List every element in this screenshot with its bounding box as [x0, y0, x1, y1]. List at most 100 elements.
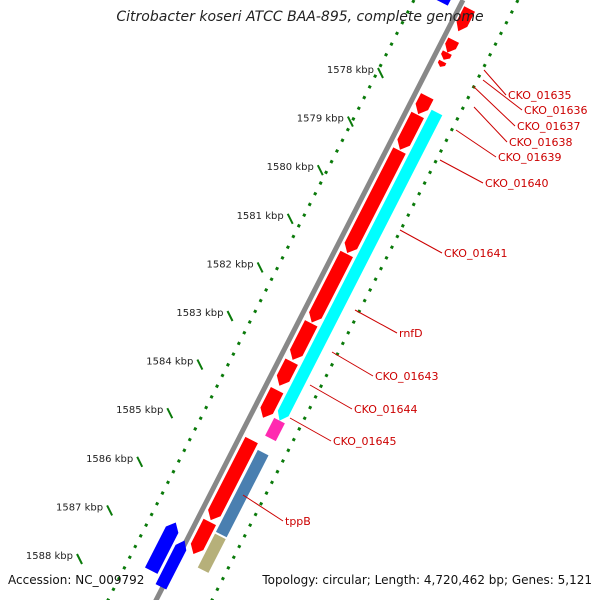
gc-dot [444, 138, 449, 143]
label-leader-line [483, 69, 507, 96]
tick-label: 1578 kbp [327, 65, 374, 76]
gc-dot [340, 341, 345, 346]
tick-label: 1583 kbp [176, 308, 223, 319]
gc-dot [509, 10, 514, 15]
gc-dot [269, 277, 274, 282]
gc-dot [149, 512, 154, 517]
gene-label: rnfD [399, 327, 423, 340]
gc-dot [259, 501, 264, 506]
genome-backbone [153, 0, 466, 600]
gc-dot [400, 20, 405, 25]
reverse-cds-arrow [155, 540, 187, 590]
gc-dot [394, 31, 399, 36]
gc-dot [318, 181, 323, 186]
gc-dot [367, 84, 372, 89]
gc-dot [422, 181, 427, 186]
gc-dot [488, 52, 493, 57]
gc-dot [248, 523, 253, 528]
label-leader-line [399, 229, 443, 254]
gc-dot [515, 0, 520, 4]
tick-label: 1582 kbp [206, 259, 253, 270]
gc-dot [302, 213, 307, 218]
gc-dot [133, 544, 138, 549]
gc-dot [313, 191, 318, 196]
gc-dot [127, 555, 132, 560]
tick-mark [166, 407, 174, 419]
tick-label: 1586 kbp [86, 454, 133, 465]
gc-dot [334, 148, 340, 154]
tick-label: 1584 kbp [146, 357, 193, 368]
gc-dot [182, 448, 187, 453]
genome-summary-text: Topology: circular; Length: 4,720,462 bp… [262, 573, 592, 587]
gc-dot [144, 523, 149, 528]
repeat-feature [215, 449, 269, 538]
tick-mark [76, 553, 83, 565]
cds-arrow [441, 50, 452, 60]
backbone-line [153, 0, 466, 600]
label-leader-line [439, 159, 484, 184]
gene-label: CKO_01636 [524, 104, 587, 117]
gc-dot [275, 469, 280, 474]
gc-dot [395, 234, 400, 239]
tick-mark [106, 504, 113, 516]
gc-dot [242, 330, 247, 335]
gc-dot [122, 565, 127, 570]
gc-dot [324, 170, 329, 175]
rnf-complex-feature [277, 109, 443, 421]
tick-label: 1579 kbp [297, 114, 344, 125]
gc-dot [351, 116, 356, 121]
gc-dot [362, 95, 367, 100]
cds-arrow [437, 59, 447, 67]
cds-arrow [415, 93, 434, 115]
gc-dot [351, 320, 356, 325]
gc-dot [438, 148, 444, 154]
gc-dot [296, 223, 301, 228]
gene-label: CKO_01638 [509, 136, 572, 149]
gc-dot [324, 373, 329, 378]
gene-label: CKO_01635 [508, 89, 571, 102]
gc-dot [417, 191, 422, 196]
gc-dot [171, 469, 176, 474]
gc-dot [482, 63, 487, 68]
cds-arrow [208, 436, 258, 521]
label-leader-line [473, 106, 508, 143]
gene-label: CKO_01643 [375, 370, 438, 383]
gc-dot [411, 0, 416, 4]
label-leader-line [354, 309, 398, 334]
gc-dot [389, 245, 394, 250]
gc-dot [319, 384, 324, 389]
gc-dot [226, 565, 231, 570]
gc-dot [466, 95, 471, 100]
gc-dot [111, 587, 116, 592]
gc-dot [460, 106, 465, 111]
gene-label: CKO_01644 [354, 403, 417, 416]
cds-arrow [190, 518, 217, 555]
tick-mark [226, 310, 234, 322]
gc-dot [138, 533, 143, 538]
gc-dot [455, 116, 460, 121]
cds-arrow [260, 386, 284, 418]
gc-dot [280, 255, 285, 260]
label-leader-line [289, 417, 332, 442]
gc-dot [253, 512, 258, 517]
gc-dot [498, 31, 503, 36]
gc-dot [264, 491, 269, 496]
gc-dot [313, 394, 318, 399]
gc-dot [373, 277, 378, 282]
gc-dot [384, 255, 389, 260]
cds-arrow [290, 320, 318, 360]
gene-label: CKO_01640 [485, 177, 548, 190]
cds-arrow [445, 37, 460, 53]
gene-label: CKO_01637 [517, 120, 580, 133]
gc-dot [237, 544, 242, 549]
gc-dot [176, 458, 181, 464]
gc-dot [346, 330, 351, 335]
gc-dot [193, 426, 198, 431]
gc-dot [428, 170, 433, 175]
gc-dot [433, 159, 438, 164]
gc-dot [187, 437, 192, 442]
gc-dot [220, 373, 225, 378]
gc-dot [379, 266, 384, 271]
gc-dot [269, 480, 275, 485]
